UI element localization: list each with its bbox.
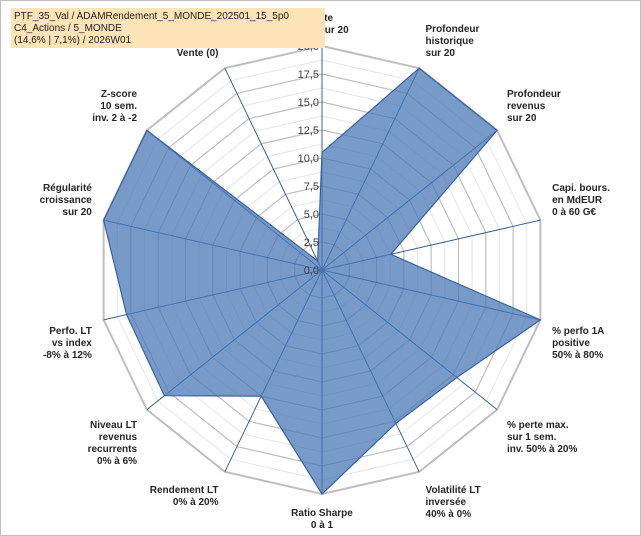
category-label-5: % perte max.sur 1 sem.inv. 50% à 20% [507,420,578,455]
tick-label: 2,5 [304,237,319,249]
tick-label: 12,5 [298,125,319,137]
category-label-line: sur 20 [62,207,92,218]
chart-title-box: PTF_35_Val / ADAMRendement_5_MONDE_20250… [11,8,325,48]
category-label-line: recurrents [88,444,138,455]
category-label-line: 40% à 0% [426,509,472,520]
category-label-line: sur 20 [507,113,537,124]
category-label-line: Vente (0) [177,48,219,59]
category-label-line: -8% à 12% [43,350,92,361]
chart-title-line-3: (14,6% | 7,1%) / 2026W01 [14,35,132,46]
tick-label: 15,0 [298,97,319,109]
category-label-line: sur 1 sem. [507,432,557,443]
category-label-line: vs index [52,338,92,349]
tick-label: 17,5 [298,69,319,81]
category-label-line: 50% à 80% [552,350,603,361]
category-label-line: inv. 50% à 20% [507,444,578,455]
category-label-line: en MdEUR [552,195,603,206]
category-label-line: revenus [507,101,546,112]
category-label-line: Régularité [43,183,92,194]
category-label-line: 10 sem. [100,101,137,112]
category-label-line: Z-score [101,89,138,100]
tick-label: 10,0 [298,153,319,165]
category-label-line: Profondeur [507,89,561,100]
category-label-line: revenus [99,432,138,443]
series-layer [102,67,542,495]
category-label-line: Ratio Sharpe [291,508,353,519]
category-label-line: Rendement LT [150,485,219,496]
category-label-line: inversée [426,497,467,508]
category-label-line: 0% à 6% [97,456,137,467]
category-label-line: sur 20 [426,48,456,59]
tick-label: 5,0 [304,209,319,221]
axis-spoke [224,67,323,271]
tick-label-layer: 0,02,55,07,510,012,515,017,520,0 [298,41,319,277]
category-label-line: inv. 2 à -2 [92,113,137,124]
category-label-line: croissance [40,195,93,206]
category-label-line: Profondeur [426,24,480,35]
category-label-line: historique [426,36,475,47]
category-label-line: 0 à 60 G€ [552,207,596,218]
tick-label: 0,0 [304,265,319,277]
category-label-line: % perte max. [507,420,569,431]
chart-title-line-1: PTF_35_Val / ADAMRendement_5_MONDE_20250… [14,11,289,22]
category-label-line: 0 à 1 [311,520,334,531]
category-label-line: Volatilité LT [426,485,481,496]
category-label-line: Capi. bours. [552,183,610,194]
category-label-8: Rendement LT0% à 20% [150,485,219,508]
category-label-line: % perfo 1A [552,326,604,337]
category-label-line: Niveau LT [90,420,137,431]
category-label-line: 0% à 20% [173,497,219,508]
series-area-0 [102,67,542,495]
tick-label: 7,5 [304,181,319,193]
chart-title-line-2: C4_Actions / 5_MONDE [14,23,122,34]
category-label-line: positive [552,338,590,349]
category-label-line: Perfo. LT [49,326,92,337]
